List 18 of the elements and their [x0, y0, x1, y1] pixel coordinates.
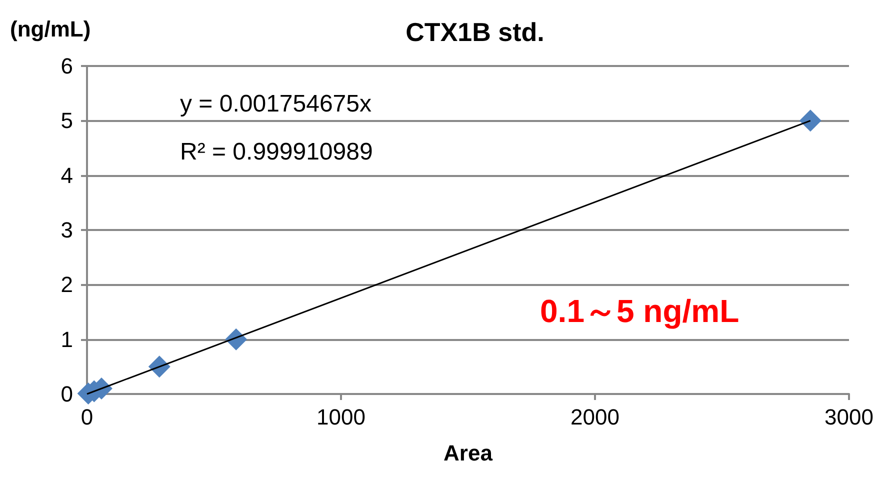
- y-axis-title: (ng/mL): [10, 16, 91, 42]
- y-tick-label: 0: [60, 382, 73, 406]
- chart-title: CTX1B std.: [406, 17, 544, 47]
- x-axis-title: Area: [444, 440, 494, 466]
- y-tick-label: 6: [60, 54, 73, 78]
- x-tick-label: 2000: [570, 404, 620, 430]
- point: [799, 110, 822, 132]
- y-tick-label: 4: [60, 162, 73, 188]
- annotation: R² = 0.999910989: [180, 138, 373, 166]
- x-tick-label: 3000: [824, 404, 874, 430]
- annotation: y = 0.001754675x: [180, 90, 372, 118]
- x-tick-label: 1000: [316, 404, 366, 430]
- y-tick-label: 5: [60, 108, 73, 134]
- y-tick-label: 3: [60, 218, 73, 242]
- y-tick-label: 1: [60, 326, 73, 352]
- annotation: 0.1～5 ng/mL: [540, 293, 740, 329]
- y-tick-label: 2: [60, 272, 73, 298]
- x-tick-label: 0: [80, 404, 94, 430]
